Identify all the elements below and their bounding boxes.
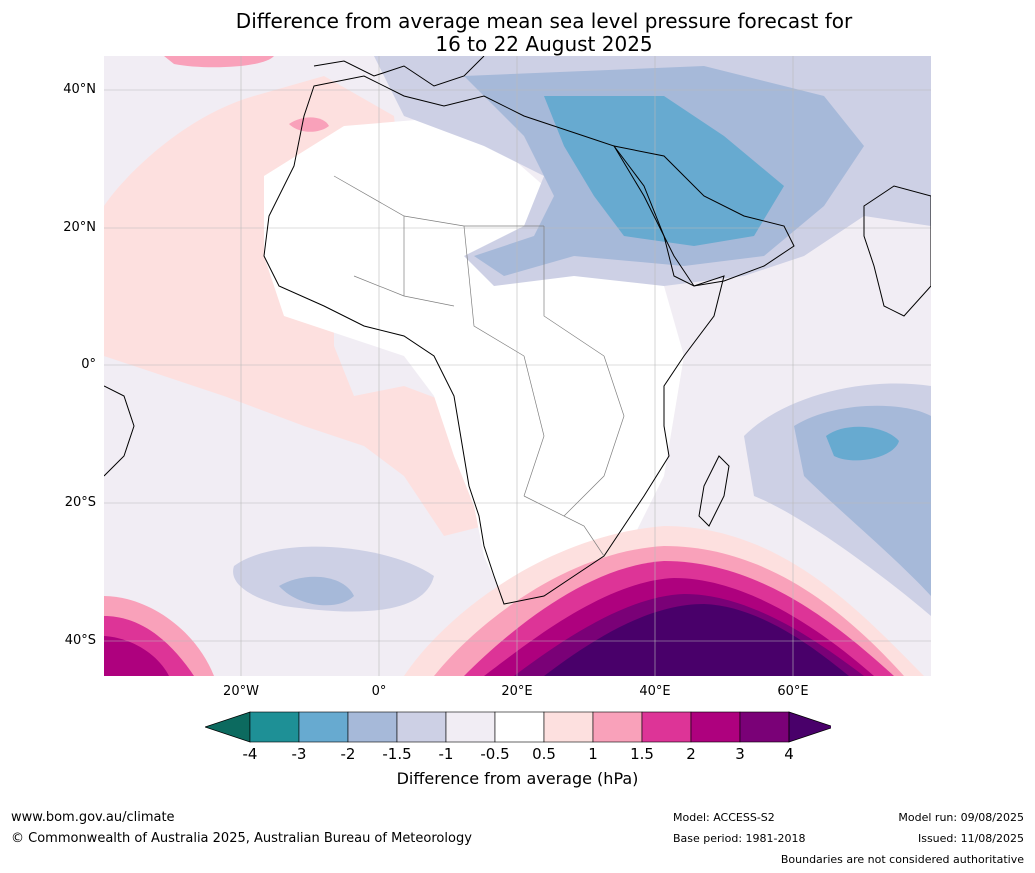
colorbar-segment [298, 711, 349, 743]
southern-ocean-positive-core [544, 604, 849, 676]
model-text: Model: ACCESS-S2 [673, 811, 775, 824]
lon-label-20w: 20°W [223, 684, 259, 699]
colorbar-label: Difference from average (hPa) [396, 769, 639, 788]
country-borders [333, 175, 625, 557]
lon-label-0: 0° [371, 684, 387, 699]
map-canvas [104, 56, 931, 676]
colorbar-segment [347, 711, 398, 743]
website-link[interactable]: www.bom.gov.au/climate [11, 810, 175, 825]
africa-coastline [263, 75, 725, 605]
colorbar-arrow-low [205, 711, 251, 743]
india-coastline [863, 185, 931, 317]
colorbar-segment [249, 711, 300, 743]
colorbar-segment [641, 711, 692, 743]
lat-label-20n: 20°N [63, 220, 96, 235]
colorbar-tick-label: 4 [784, 745, 794, 763]
south-america-coastline [104, 385, 135, 477]
north-atlantic-positive [164, 56, 274, 68]
lon-label-40e: 40°E [639, 684, 671, 699]
lon-label-20e: 20°E [501, 684, 533, 699]
madagascar-coastline [698, 455, 730, 527]
south-atlantic-negative-outer [233, 546, 434, 612]
colorbar-segment [739, 711, 790, 743]
lat-label-equator: 0° [81, 357, 96, 372]
colorbar-tick-label: -0.5 [480, 745, 510, 763]
colorbar-arrow-high [788, 711, 831, 743]
arabia-coastline [612, 145, 795, 287]
colorbar-segment [445, 711, 496, 743]
lon-label-60e: 60°E [777, 684, 809, 699]
indian-ocean-negative-core [826, 426, 899, 461]
pressure-anomaly-map [104, 56, 931, 676]
colorbar-tick-label: 1.5 [630, 745, 654, 763]
colorbar-tick-label: -4 [242, 745, 258, 763]
lat-label-20s: 20°S [64, 495, 96, 510]
europe-coastline [313, 56, 485, 87]
lat-label-40n: 40°N [63, 82, 96, 97]
south-atlantic-negative-core [279, 576, 354, 606]
chart-title-line-1: Difference from average mean sea level p… [235, 9, 853, 33]
colorbar-segment [592, 711, 643, 743]
lat-label-40s: 40°S [64, 633, 96, 648]
colorbar-tick-label: -1 [438, 745, 454, 763]
colorbar-tick-label: -2 [340, 745, 356, 763]
middle-east-negative-core [544, 96, 784, 246]
colorbar [205, 711, 831, 743]
colorbar-tick-label: 0.5 [532, 745, 556, 763]
disclaimer-text: Boundaries are not considered authoritat… [780, 853, 1024, 866]
colorbar-segment [690, 711, 741, 743]
model-run-text: Model run: 09/08/2025 [898, 811, 1024, 824]
colorbar-segment [494, 711, 545, 743]
colorbar-tick-label: 3 [735, 745, 745, 763]
base-period-text: Base period: 1981-2018 [673, 832, 806, 845]
indian-ocean-negative-mid [794, 405, 931, 596]
colorbar-tick-label: 1 [588, 745, 598, 763]
atlantic-pink-blob [289, 117, 329, 132]
issued-text: Issued: 11/08/2025 [917, 832, 1024, 845]
copyright-text: © Commonwealth of Australia 2025, Austra… [11, 831, 472, 846]
colorbar-segment [396, 711, 447, 743]
colorbar-segment [543, 711, 594, 743]
colorbar-tick-label: -3 [291, 745, 307, 763]
colorbar-tick-label: -1.5 [382, 745, 412, 763]
colorbar-tick-label: 2 [686, 745, 696, 763]
southwest-positive-3 [104, 636, 169, 676]
graticule [104, 56, 931, 676]
chart-title-line-2: 16 to 22 August 2025 [435, 32, 653, 56]
